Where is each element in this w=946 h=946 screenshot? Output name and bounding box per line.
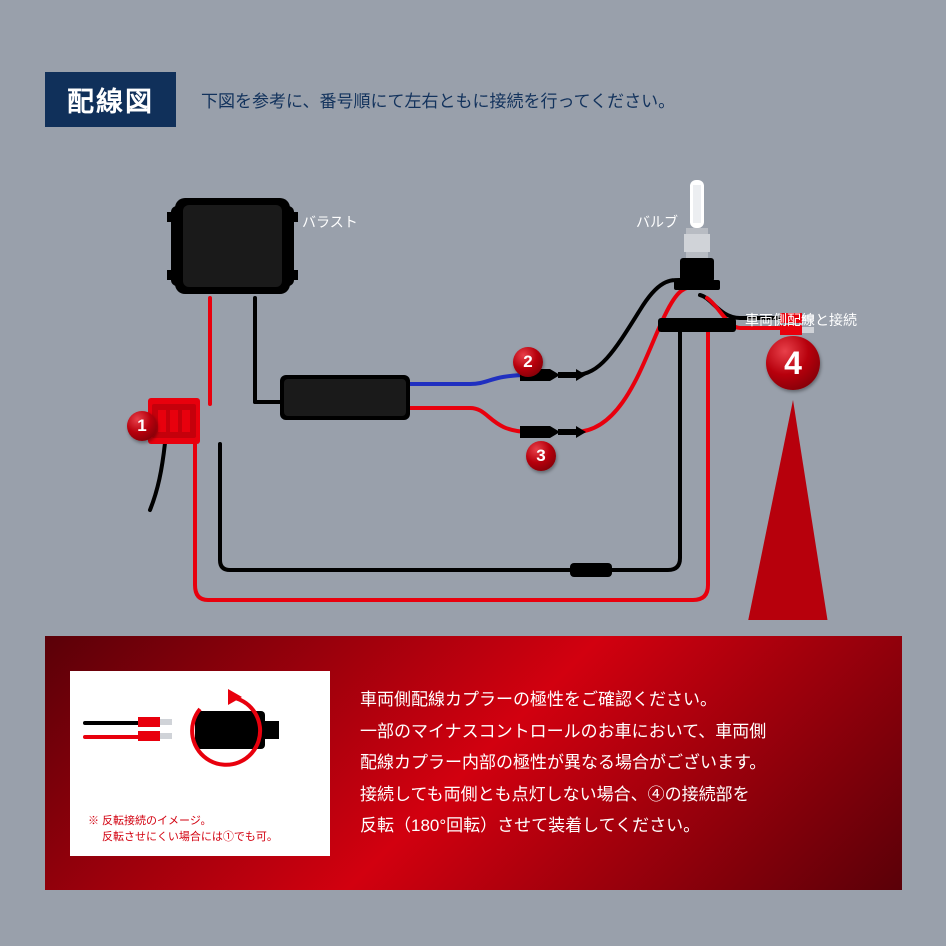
ferrite-sleeve <box>570 563 612 577</box>
callout-image: ※ 反転接続のイメージ。 反転させにくい場合には①でも可。 <box>70 671 330 856</box>
callout-line-1: 車両側配線カプラーの極性をご確認ください。 <box>360 684 766 715</box>
label-ballast: バラスト <box>302 212 358 232</box>
wire-conn3-bulb <box>575 287 696 432</box>
label-bulb: バルブ <box>636 212 678 232</box>
callout-image-svg <box>70 671 330 801</box>
step-badge-4: 4 <box>766 336 820 390</box>
header: 配線図 下図を参考に、番号順にて左右ともに接続を行ってください。 <box>45 72 675 127</box>
callout-caption-line1: ※ 反転接続のイメージ。 <box>88 813 278 830</box>
callout-text: 車両側配線カプラーの極性をご確認ください。 一部のマイナスコントロールのお車にお… <box>360 684 766 841</box>
callout-line-5: 反転（180°回転）させて装着してください。 <box>360 810 766 841</box>
page-root: 配線図 下図を参考に、番号順にて左右ともに接続を行ってください。 <box>0 0 946 946</box>
step-badge-2: 2 <box>513 347 543 377</box>
step-badge-3-num: 3 <box>536 446 545 466</box>
subtitle: 下図を参考に、番号順にて左右ともに接続を行ってください。 <box>201 87 675 112</box>
step-badge-3: 3 <box>526 441 556 471</box>
wire-conn1-tail <box>150 443 165 510</box>
label-vehicle-side: 車両側配線と接続 <box>745 310 857 330</box>
pointer-4 <box>745 400 830 620</box>
step-badge-4-num: 4 <box>784 345 802 382</box>
step-badge-2-num: 2 <box>523 352 532 372</box>
wire-bulb-down-red <box>195 332 708 600</box>
callout-box: ※ 反転接続のイメージ。 反転させにくい場合には①でも可。 車両側配線カプラーの… <box>45 636 902 890</box>
ballast-icon <box>167 198 298 294</box>
callout-caption-line2: 反転させにくい場合には①でも可。 <box>88 829 278 846</box>
diagram-svg <box>0 180 946 620</box>
step-badge-1: 1 <box>127 411 157 441</box>
callout-line-3: 配線カプラー内部の極性が異なる場合がございます。 <box>360 747 766 778</box>
callout-line-2: 一部のマイナスコントロールのお車において、車両側 <box>360 716 766 747</box>
step-badge-1-num: 1 <box>137 416 146 436</box>
bullet-connector-3 <box>520 426 586 438</box>
title-box: 配線図 <box>45 72 176 127</box>
igniter-icon <box>280 375 410 420</box>
wire-bulb-down-black <box>220 332 680 570</box>
title-text: 配線図 <box>67 87 154 117</box>
callout-caption: ※ 反転接続のイメージ。 反転させにくい場合には①でも可。 <box>88 813 278 846</box>
callout-line-4: 接続しても両側とも点灯しない場合、④の接続部を <box>360 779 766 810</box>
wiring-diagram <box>0 180 946 620</box>
